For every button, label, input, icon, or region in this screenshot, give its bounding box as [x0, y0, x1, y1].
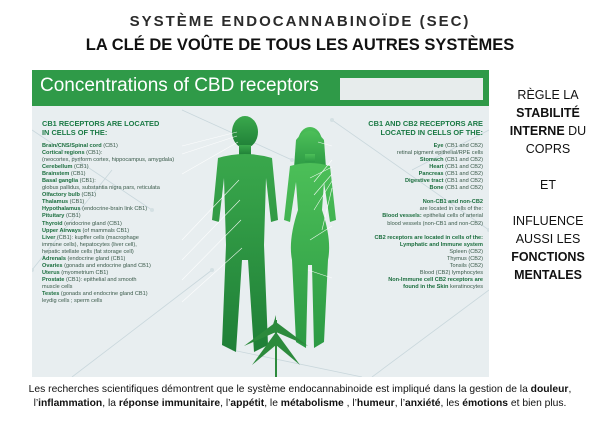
receptor-list-item: blood vessels (non-CB1 and non-CB2)	[387, 220, 483, 227]
receptor-list-item: hepatic stellate cells (fat storage cell…	[42, 248, 134, 255]
receptor-list-item: globus pallidus, substantia nigra pars, …	[42, 185, 160, 192]
receptor-list-item: Tonsils (CB2)	[449, 262, 483, 269]
receptor-list-item: Prostate (CB1): epithelial and smooth	[42, 276, 137, 283]
receptor-list-item: Non-Immune cell CB2 receptors are	[388, 276, 483, 283]
receptor-list-item: muscle cells	[42, 283, 73, 290]
footer-text: Les recherches scientifiques démontrent …	[28, 384, 572, 409]
receptor-list-item: immune cells), hepatocytes (liver cell),	[42, 241, 137, 248]
receptor-list-item: Testes (gonads and endocrine gland CB1)	[42, 290, 148, 297]
receptor-list-item	[320, 192, 483, 199]
receptor-list-item: Cerebellum (CB1)	[42, 164, 89, 171]
receptor-list-item: Eye (CB1 and CB2)	[433, 143, 483, 149]
receptor-list-item: Upper Airways (of mammals CB1)	[42, 227, 130, 234]
cbd-receptors-infographic: Concentrations of CBD receptors	[32, 70, 489, 377]
page-title-line2: LA CLÉ DE VOÛTE DE TOUS LES AUTRES SYSTÈ…	[85, 36, 515, 54]
receptor-list-item: Liver (CB1): kupffer cells (macrophage	[42, 234, 139, 241]
receptor-list-item: Hypothalamus (endocrine-brain link CB1)	[42, 206, 148, 213]
receptor-list-item: Stomach (CB1 and CB2)	[419, 157, 483, 164]
right-heading: CB1 AND CB2 RECEPTORS ARE LOCATED IN CEL…	[368, 119, 483, 137]
cb1-cb2-receptor-list: Eye (CB1 and CB2) retinal pigment epithel…	[320, 143, 484, 291]
cb1-receptor-list: Brain/CNS/Spinal cord (CB1) Cortical regi…	[42, 143, 200, 305]
female-figure	[284, 127, 336, 348]
receptor-list-item: Heart (CB1 and CB2)	[429, 164, 483, 171]
banner-blank-box	[340, 78, 483, 100]
receptor-list-item: Pancreas (CB1 and CB2)	[418, 171, 483, 178]
receptor-list-item: Ovaries (gonads and endocrine gland CB1)	[42, 262, 151, 269]
receptor-list-item: found in the Skin keratinocytes	[403, 283, 483, 290]
hemp-plant	[244, 315, 308, 377]
receptor-list-item: Non-CB1 and non-CB2	[422, 199, 483, 206]
receptor-list-item: leydig cells ; sperm cells	[42, 298, 103, 305]
receptor-list-item: Olfactory bulb (CB1)	[42, 192, 97, 199]
receptor-list-item: Brainstem (CB1)	[42, 171, 86, 178]
receptor-list-item	[320, 228, 483, 235]
page-title-line1: SYSTÈME ENDOCANNABINOÏDE (SEC)	[129, 13, 471, 30]
receptor-list-item: Thymus (CB2)	[446, 255, 483, 262]
male-figure	[212, 116, 278, 352]
banner: Concentrations of CBD receptors	[32, 70, 489, 106]
left-heading: CB1 RECEPTORS ARE LOCATED IN CELLS OF TH…	[42, 119, 160, 137]
receptor-list-item: Bone (CB1 and CB2)	[429, 185, 483, 192]
receptor-list-item: Uterus (myometrium CB1)	[42, 269, 109, 276]
side-note: RÈGLE LA STABILITÉ INTERNE DU COPRS ET I…	[509, 88, 587, 282]
receptor-list-item: Basal ganglia (CB1):	[42, 178, 96, 185]
receptor-list-item: Lymphatic and Immune system	[399, 241, 483, 248]
receptor-list-item: Spleen (CB2)	[449, 248, 483, 255]
receptor-list-item: Blood vessels: epithelial cells of arter…	[382, 213, 483, 220]
receptor-list-item: Brain/CNS/Spinal cord (CB1)	[42, 143, 118, 149]
receptor-list-item: (neocortex, pyriform cortex, hippocampus…	[42, 157, 175, 164]
receptor-list-item: Blood (CB2) lymphocytes	[419, 269, 483, 276]
receptor-list-item: Thalamus (CB1)	[42, 199, 85, 206]
receptor-list-item: Digestive tract (CB1 and CB2)	[404, 178, 483, 185]
receptor-list-item: Cortical regions (CB1):	[42, 150, 103, 157]
receptor-list-item: Thyroid (endocrine gland (CB1)	[42, 220, 122, 227]
receptor-list-item: are located in cells of the:	[419, 206, 483, 213]
human-figures	[181, 116, 336, 377]
receptor-list-item: Pituitary (CB1)	[42, 213, 81, 220]
receptor-list-item: Adrenals (endocrine gland (CB1)	[42, 255, 126, 262]
receptor-list-item: CB2 receptors are located in cells of th…	[374, 234, 484, 241]
receptor-list-item: retinal pigment epithelial/RPE cells	[396, 150, 483, 157]
banner-title: Concentrations of CBD receptors	[40, 75, 319, 96]
